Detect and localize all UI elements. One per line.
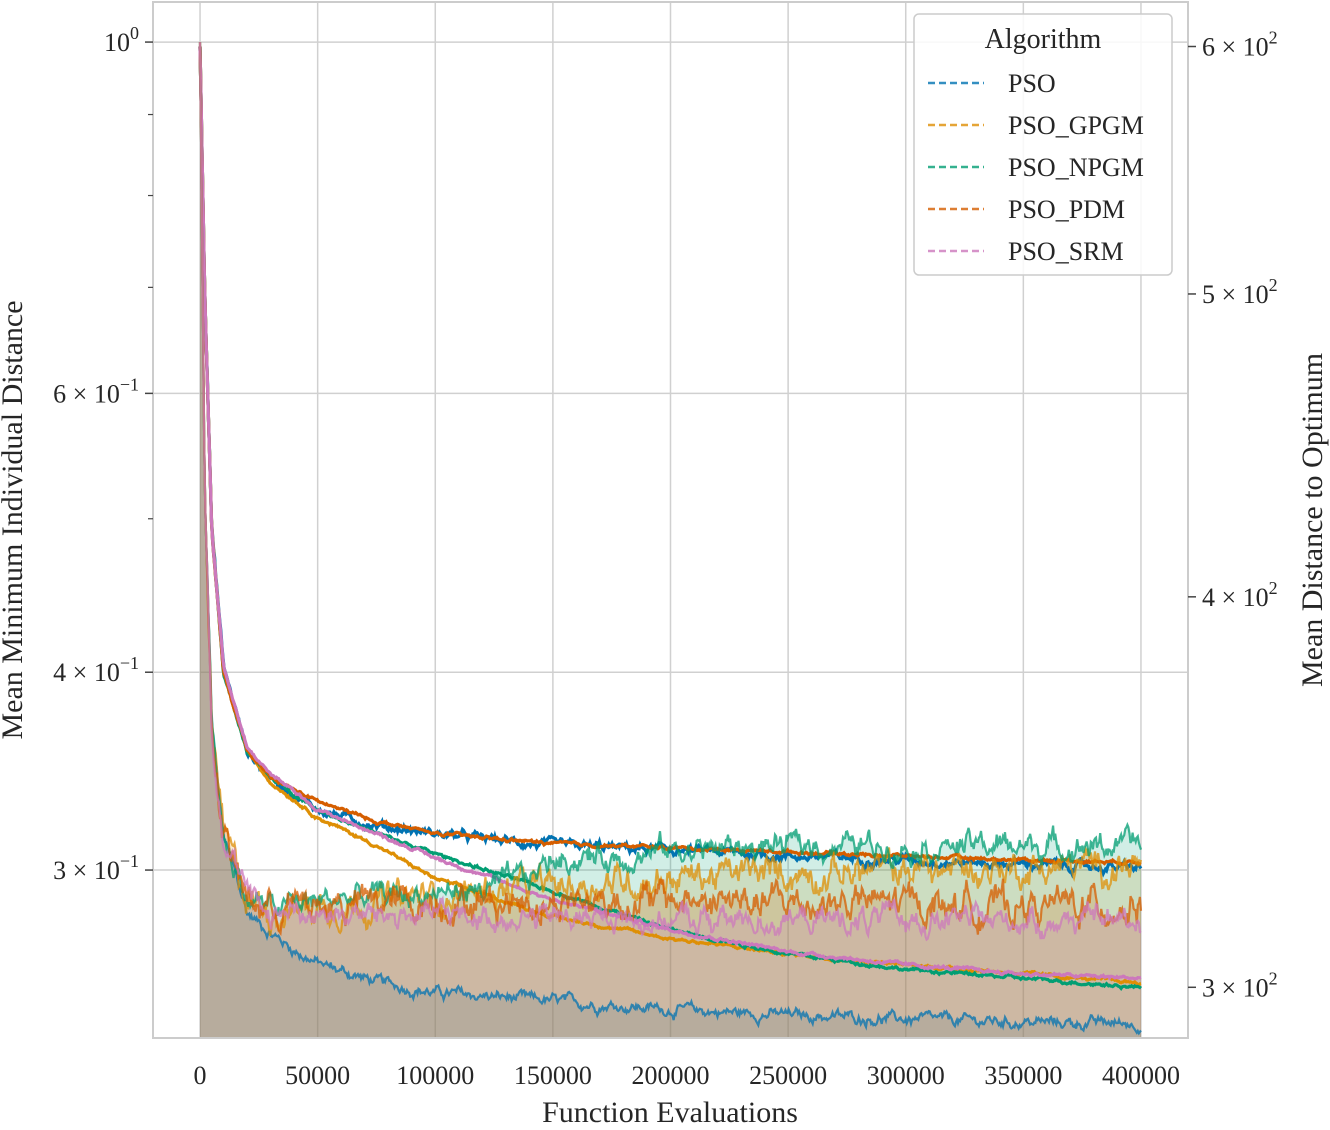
series-min-distance-pso: [198, 42, 1142, 1036]
legend-label: PSO: [1008, 69, 1056, 98]
x-tick-label: 0: [194, 1061, 207, 1090]
x-axis-ticks: 0 50000 100000 150000 200000 250000 300000 3500…: [194, 1061, 1180, 1090]
legend-label: PSO_NPGM: [1008, 153, 1144, 182]
series-optimum-distance-pso_srm: [198, 46, 1142, 981]
left-axis-ticks: 100 6 × 10−1 4 × 10−1 3 × 10−1: [53, 23, 153, 885]
legend: Algorithm PSO PSO_GPGM PSO_NPGM PSO_PDM PSO_…: [913, 13, 1173, 276]
right-tick-label: 5 × 102: [1202, 275, 1278, 309]
left-tick-label: 6 × 10−1: [53, 374, 139, 408]
legend-item: PSO_SRM: [928, 237, 1124, 266]
x-tick-label: 350000: [984, 1061, 1062, 1090]
series-fill-pso_npgm: [200, 42, 1141, 1039]
legend-title: Algorithm: [985, 24, 1102, 55]
x-tick-label: 250000: [749, 1061, 827, 1090]
series-fill-pso_pdm: [200, 42, 1141, 1039]
legend-item: PSO_PDM: [928, 195, 1125, 224]
series-min-distance-pso_npgm: [198, 42, 1143, 917]
left-tick-label: 4 × 10−1: [53, 653, 139, 687]
x-tick-label: 50000: [285, 1061, 350, 1090]
legend-items: PSO PSO_GPGM PSO_NPGM PSO_PDM PSO_SRM: [928, 69, 1144, 266]
legend-label: PSO_GPGM: [1008, 111, 1144, 140]
legend-item: PSO_NPGM: [928, 153, 1144, 182]
legend-item: PSO: [928, 69, 1056, 98]
right-axis-ticks: 6 × 102 5 × 102 4 × 102 3 × 102: [1188, 28, 1278, 1002]
left-tick-label: 3 × 10−1: [53, 851, 139, 885]
min-distance-lines: [198, 42, 1143, 1036]
plot-frame: [152, 1, 1189, 1039]
legend-label: PSO_PDM: [1008, 195, 1125, 224]
x-tick-label: 300000: [867, 1061, 945, 1090]
legend-label: PSO_SRM: [1008, 237, 1124, 266]
legend-item: PSO_GPGM: [928, 111, 1144, 140]
left-axis-title: Mean Minimum Individual Distance: [0, 300, 29, 739]
left-tick-label: 100: [104, 23, 139, 57]
right-axis-title: Mean Distance to Optimum: [1296, 353, 1329, 687]
x-tick-label: 200000: [632, 1061, 710, 1090]
right-tick-label: 3 × 102: [1202, 968, 1278, 1002]
series-fills: [200, 42, 1141, 1039]
series-fill-pso_gpgm: [200, 42, 1141, 1039]
x-axis-title: Function Evaluations: [542, 1096, 798, 1129]
series-fill-pso_srm: [200, 42, 1141, 1039]
series-min-distance-pso_srm: [198, 42, 1142, 942]
x-tick-label: 400000: [1102, 1061, 1180, 1090]
right-tick-label: 4 × 102: [1202, 578, 1278, 612]
x-tick-label: 150000: [514, 1061, 592, 1090]
optimum-distance-lines: [198, 46, 1143, 992]
right-tick-label: 6 × 102: [1202, 28, 1278, 62]
x-tick-label: 100000: [396, 1061, 474, 1090]
